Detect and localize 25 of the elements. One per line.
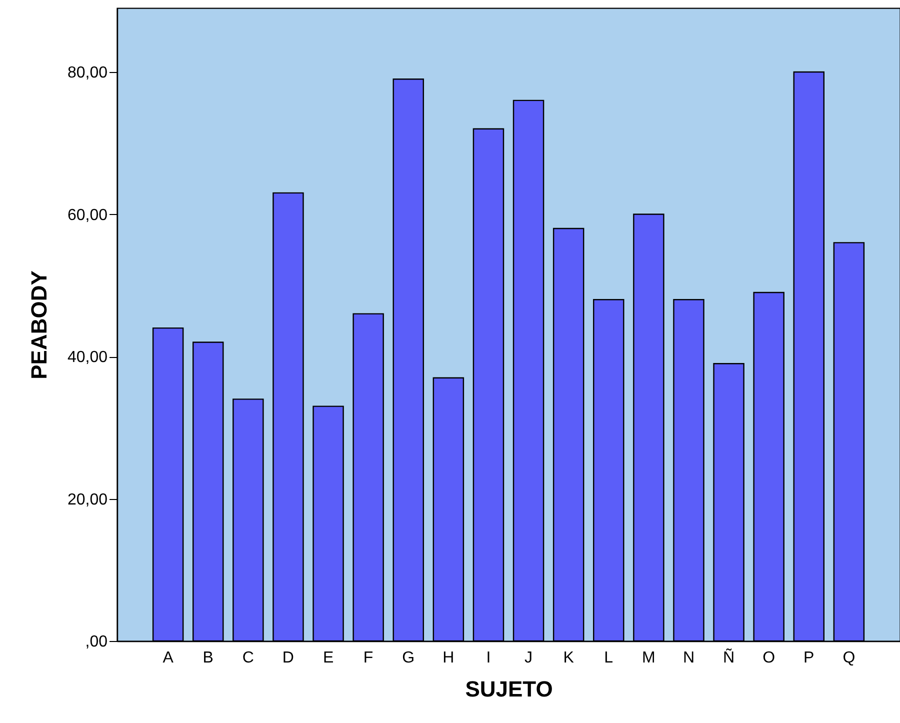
x-tick-label: Q — [842, 650, 856, 666]
y-tick-label: 20,00 — [67, 491, 108, 508]
x-tick-label: J — [524, 650, 533, 666]
x-tick-label: H — [442, 650, 454, 666]
x-tick-label: B — [202, 650, 214, 666]
y-tick-label: 60,00 — [67, 206, 108, 224]
x-tick-label: L — [604, 650, 614, 666]
x-tick-label: I — [486, 650, 491, 666]
y-tick-label: 40,00 — [67, 349, 108, 366]
x-tick-label: D — [282, 650, 294, 666]
x-tick-label: G — [402, 650, 415, 666]
x-tick-label: E — [322, 650, 334, 666]
y-tick-label: 80,00 — [67, 64, 108, 82]
y-tick-label: ,00 — [85, 634, 108, 650]
x-tick-label: O — [762, 650, 776, 666]
x-tick-label: F — [363, 650, 374, 666]
y-axis-title: PEABODY — [26, 270, 52, 380]
x-tick-label: K — [563, 650, 574, 666]
x-tick-label: P — [804, 650, 814, 666]
x-axis-title: SUJETO — [465, 676, 553, 702]
x-tick-label: M — [642, 650, 656, 666]
x-tick-label: C — [242, 650, 254, 666]
x-tick-label: Ñ — [723, 648, 735, 666]
x-tick-label: A — [162, 650, 174, 666]
x-tick-label: N — [682, 650, 695, 666]
